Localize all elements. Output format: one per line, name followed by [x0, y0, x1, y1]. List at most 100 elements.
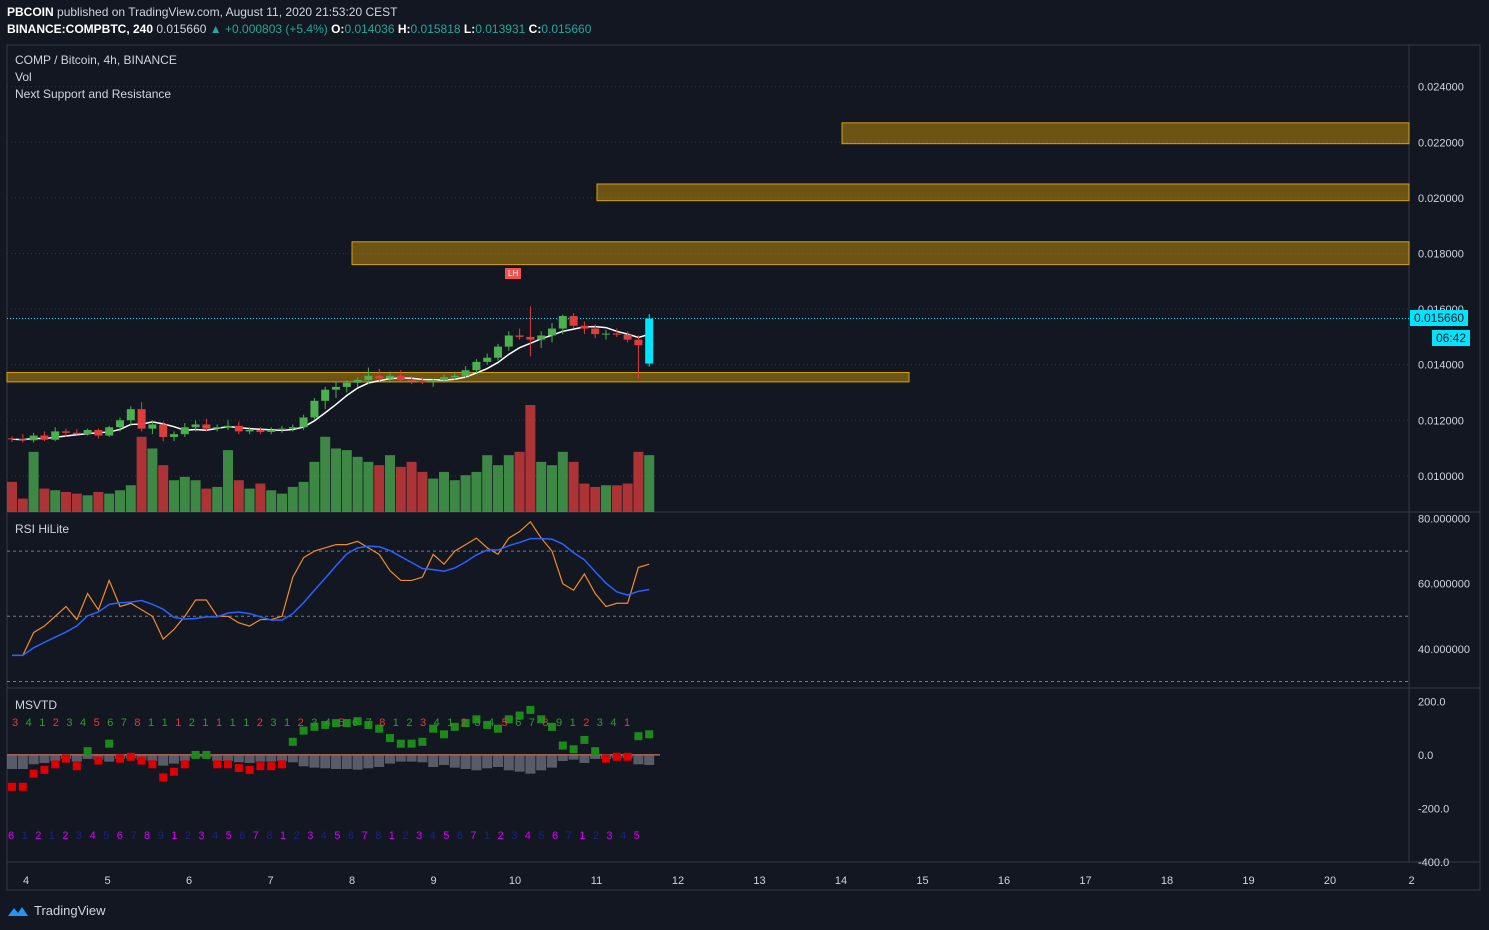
- td-sequence-top: 6: [352, 717, 358, 729]
- td-sequence-top: 4: [488, 717, 494, 729]
- time-tick-label: 20: [1324, 875, 1336, 887]
- msvtd-histogram-bar: [557, 754, 568, 761]
- candle-body: [94, 429, 103, 436]
- candle-body: [299, 417, 308, 428]
- volume-bar: [331, 448, 341, 512]
- volume-bar: [104, 493, 115, 512]
- price-tick-label: 0.010000: [1418, 471, 1464, 483]
- msvtd-oscillator-block: [288, 737, 297, 746]
- td-sequence-bottom: 3: [416, 830, 422, 842]
- volume-bar: [557, 451, 568, 512]
- td-sequence-bottom: 4: [525, 830, 531, 842]
- time-tick-label: 14: [835, 875, 847, 887]
- td-sequence-bottom: 4: [430, 830, 436, 842]
- up-arrow-icon: ▲: [209, 22, 222, 36]
- last-price-badge: 0.015660: [1410, 310, 1469, 326]
- candle-body: [105, 427, 114, 436]
- candle-body: [580, 325, 589, 329]
- td-sequence-bottom: 6: [348, 830, 354, 842]
- msvtd-oscillator-block: [396, 739, 405, 748]
- td-sequence-bottom: 6: [8, 830, 14, 842]
- td-sequence-bottom: 2: [294, 830, 300, 842]
- high-value: 0.015818: [410, 22, 461, 36]
- grid-lines: [7, 86, 1409, 477]
- price-change: +0.000803 (+5.4%): [225, 22, 328, 36]
- msvtd-oscillator-block: [278, 760, 286, 769]
- msvtd-histogram-bar: [579, 754, 590, 763]
- rsi-signal-line: [12, 537, 650, 657]
- msvtd-histogram-bar: [50, 754, 61, 761]
- msvtd-histogram-bar: [298, 754, 309, 767]
- volume-bar: [449, 480, 460, 512]
- td-sequence-top: 8: [379, 717, 385, 729]
- candle-body: [18, 439, 27, 441]
- td-sequence-top: 3: [12, 717, 18, 729]
- volume-bar: [363, 461, 374, 512]
- msvtd-oscillator-block: [569, 745, 578, 754]
- msvtd-oscillator-block: [429, 724, 438, 733]
- volume-bar: [493, 465, 503, 512]
- msvtd-oscillator-block: [224, 760, 232, 769]
- td-sequence-bottom: 8: [375, 830, 381, 842]
- candle-body: [72, 432, 81, 435]
- td-sequence-top: 6: [107, 717, 113, 729]
- msvtd-oscillator-block: [18, 782, 27, 791]
- candle-body: [440, 377, 448, 380]
- symbol-label: BINANCE:COMPBTC, 240: [7, 22, 154, 36]
- candle-body: [591, 328, 600, 335]
- msvtd-oscillator-block: [461, 719, 470, 728]
- msvtd-oscillator-block: [504, 715, 513, 724]
- candle-body: [137, 409, 146, 429]
- volume-bar: [536, 461, 547, 512]
- candles: [8, 306, 654, 443]
- volume-bar: [503, 455, 514, 512]
- msvtd-histogram-bar: [341, 754, 352, 769]
- candle-body: [62, 431, 70, 433]
- high-label: H:: [397, 22, 411, 36]
- td-sequence-bottom: 4: [321, 830, 327, 842]
- msvtd-histogram-bar: [439, 754, 449, 765]
- volume-bar: [439, 471, 449, 512]
- td-sequence-top: 6: [515, 717, 521, 729]
- candle-body: [515, 335, 524, 337]
- candle-body: [537, 335, 546, 340]
- td-sequence-bottom: 3: [511, 830, 517, 842]
- msvtd-tick-label: -200.0: [1418, 803, 1449, 815]
- td-sequence-bottom: 5: [538, 830, 544, 842]
- volume-bar: [61, 491, 71, 512]
- volume-indicator-label: Vol: [15, 70, 32, 84]
- msvtd-histogram-bar: [331, 754, 341, 769]
- msvtd-histogram-bar: [320, 754, 331, 769]
- msvtd-histogram-bar: [536, 754, 547, 771]
- msvtd-oscillator-block: [105, 739, 114, 748]
- volume-bar: [17, 498, 28, 512]
- volume-bar: [644, 455, 655, 512]
- ohlc-line: BINANCE:COMPBTC, 240 0.015660 ▲ +0.00080…: [7, 22, 591, 36]
- volume-bar: [158, 465, 169, 512]
- time-tick-label: 10: [509, 875, 521, 887]
- td-sequence-top: 2: [583, 717, 589, 729]
- td-sequence-bottom: 4: [90, 830, 96, 842]
- author-name: PBCOIN: [7, 5, 54, 19]
- volume-bar: [633, 451, 644, 512]
- td-sequence-bottom: 4: [620, 830, 626, 842]
- td-sequence-bottom: 4: [212, 830, 218, 842]
- volume-bar: [115, 490, 125, 512]
- msvtd-oscillator-block: [332, 719, 340, 728]
- msvtd-histogram-bar: [417, 754, 428, 763]
- tradingview-logo[interactable]: TradingView: [6, 903, 106, 918]
- td-sequence-bottom: 5: [443, 830, 449, 842]
- volume-bar: [50, 490, 61, 512]
- msvtd-oscillator-block: [213, 760, 222, 769]
- candle-body: [461, 370, 470, 376]
- td-sequence-top: 3: [420, 717, 426, 729]
- td-sequence-bottom: 8: [144, 830, 150, 842]
- td-sequence-bottom: 8: [266, 830, 272, 842]
- volume-bar: [320, 436, 331, 512]
- td-sequence-bottom: 3: [198, 830, 204, 842]
- candle-body: [342, 382, 351, 387]
- td-sequence-top: 1: [230, 717, 236, 729]
- td-sequence-bottom: 6: [457, 830, 463, 842]
- candle-body: [234, 425, 243, 432]
